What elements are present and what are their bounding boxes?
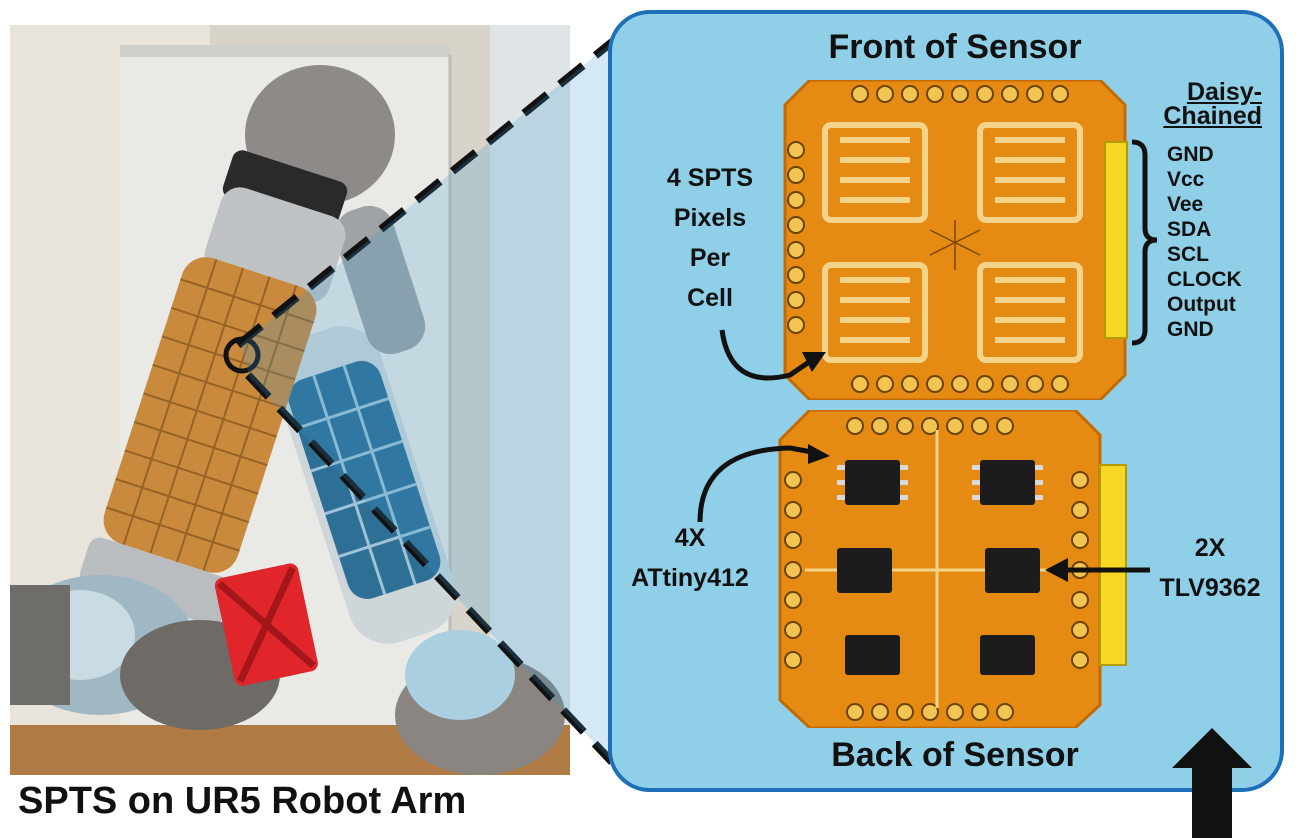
pin-sda: SDA: [1167, 218, 1212, 241]
daisy-chain-label: Daisy- Chained: [1130, 78, 1262, 130]
pixels-arrow: [719, 329, 814, 381]
attiny-label-line1: 4X: [674, 524, 706, 552]
pin-clock: CLOCK: [1167, 268, 1242, 291]
pixels-label-line3: Per: [689, 244, 731, 272]
back-pcb: [778, 410, 1127, 728]
zoom-shade: [240, 42, 612, 762]
daisy-chain-label-line1: Daisy-: [1186, 78, 1262, 106]
zoom-line-bottom: [245, 372, 615, 765]
pin-vee: Vee: [1167, 193, 1204, 216]
pixels-label-line1: 4 SPTS: [666, 164, 754, 192]
attiny-arrowhead: [808, 444, 830, 464]
pixels-arrowhead: [802, 352, 826, 372]
pin-output: Output: [1167, 293, 1236, 316]
photo-caption: SPTS on UR5 Robot Arm: [18, 780, 467, 822]
pin-scl: SCL: [1167, 243, 1209, 266]
zoom-line-top: [235, 38, 615, 349]
robot-arm-illustration: [10, 25, 570, 775]
front-title: Front of Sensor: [828, 28, 1082, 66]
pin-vcc: Vcc: [1167, 168, 1205, 191]
pixels-label-line2: Pixels: [673, 204, 747, 232]
robot-arm-photo: [10, 25, 570, 775]
daisy-chain-label-line2: Chained: [1163, 102, 1262, 130]
big-up-arrow: [1172, 728, 1252, 838]
tlv-arrowhead: [1045, 558, 1068, 582]
pixels-label-line4: Cell: [687, 284, 733, 312]
tlv-label-line2: TLV9362: [1159, 574, 1261, 602]
pin-list: GND Vcc Vee SDA SCL CLOCK Output GND: [1167, 142, 1242, 342]
tlv-label-line1: 2X: [1194, 534, 1226, 562]
attiny-label: 4X ATtiny412: [615, 518, 765, 598]
pin-bracket: [1131, 139, 1158, 346]
back-title: Back of Sensor: [831, 736, 1079, 774]
tlv-label: 2X TLV9362: [1140, 528, 1280, 608]
attiny-arrow: [697, 445, 813, 523]
attiny-label-line2: ATtiny412: [631, 564, 749, 592]
pixels-label: 4 SPTS Pixels Per Cell: [640, 158, 780, 318]
pin-gnd-1: GND: [1167, 143, 1214, 166]
pin-gnd-2: GND: [1167, 318, 1214, 341]
front-pcb: [783, 80, 1128, 400]
